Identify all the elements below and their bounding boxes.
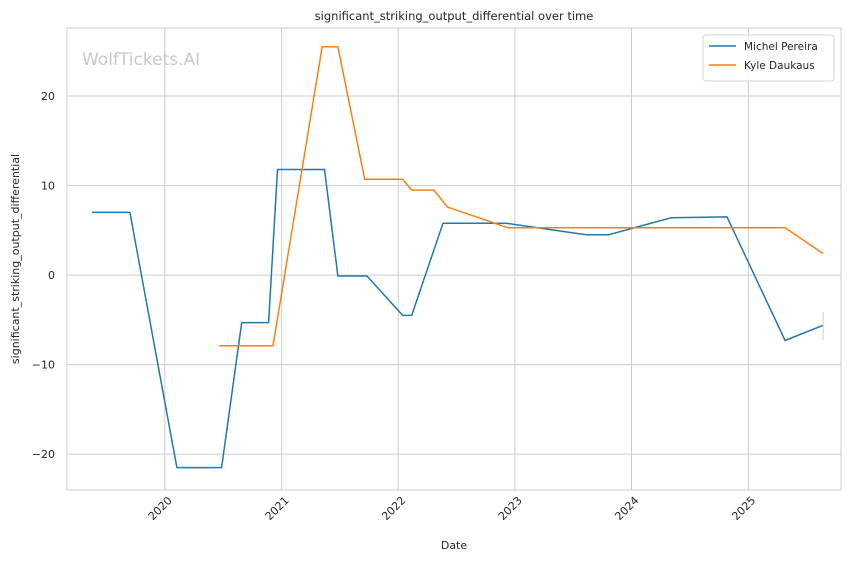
y-tick-label: −20 bbox=[32, 448, 55, 461]
plot-frame bbox=[66, 27, 842, 491]
legend-label: Kyle Daukaus bbox=[744, 60, 815, 72]
y-tick-label: 0 bbox=[48, 269, 55, 282]
x-tick-label: 2024 bbox=[612, 494, 641, 523]
x-tick-label: 2023 bbox=[496, 494, 525, 523]
chart-title: significant_striking_output_differential… bbox=[315, 9, 594, 23]
x-axis-ticks: 2020 2021 2022 2023 2024 2025 bbox=[146, 494, 759, 523]
x-tick-label: 2025 bbox=[729, 494, 758, 523]
x-tick-label: 2020 bbox=[146, 494, 175, 523]
x-axis-label: Date bbox=[441, 539, 468, 552]
y-tick-label: 20 bbox=[41, 90, 55, 103]
x-tick-label: 2021 bbox=[263, 494, 292, 523]
grid-lines bbox=[67, 28, 841, 490]
y-axis-label: significant_striking_output_differential bbox=[9, 154, 22, 364]
watermark: WolfTickets.AI bbox=[82, 50, 200, 70]
series-line-michel-pereira bbox=[91, 168, 824, 469]
x-tick-label: 2022 bbox=[379, 494, 408, 523]
legend: Michel Pereira Kyle Daukaus bbox=[702, 34, 835, 82]
y-tick-label: 10 bbox=[41, 180, 55, 193]
legend-label: Michel Pereira bbox=[744, 41, 818, 53]
series-layer bbox=[91, 46, 824, 469]
y-axis-ticks: −20 −10 0 10 20 bbox=[32, 90, 55, 461]
y-tick-label: −10 bbox=[32, 359, 55, 372]
series-line-kyle-daukaus bbox=[219, 46, 824, 347]
